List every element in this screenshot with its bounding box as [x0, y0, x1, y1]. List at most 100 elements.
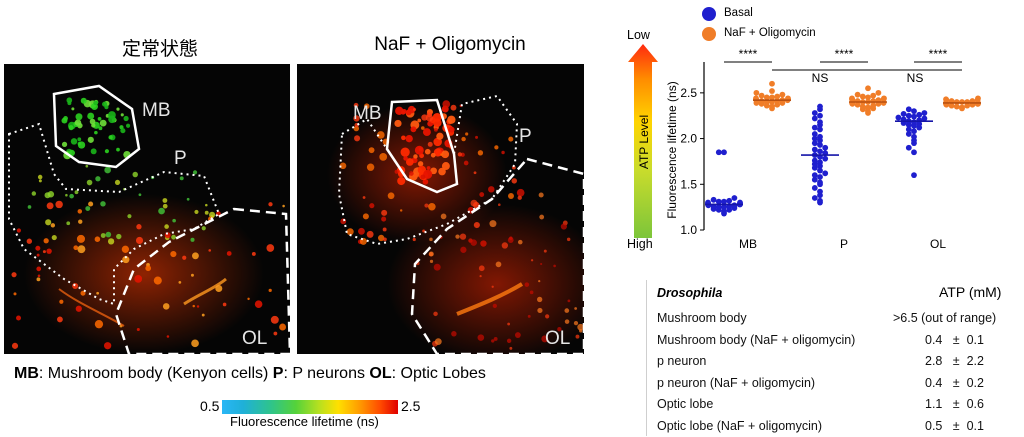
data-point	[721, 204, 727, 211]
data-point	[959, 104, 965, 111]
caption-mb-desc: : Mushroom body (Kenyon cells)	[38, 365, 273, 382]
data-point	[811, 131, 818, 137]
x-tick-label: P	[840, 237, 848, 251]
atp-scale-top-label: Low	[627, 28, 650, 42]
data-point	[916, 117, 923, 124]
table-row: p neuron (NaF + oligomycin) 0.4 ± 0.2	[647, 372, 1024, 394]
y-tick-label: 1.5	[680, 177, 697, 191]
data-point	[911, 128, 917, 135]
data-point	[753, 89, 760, 96]
data-point	[900, 110, 907, 117]
atp-scale-bottom-label: High	[627, 237, 653, 251]
region-label-p: P	[174, 148, 187, 169]
legend-label-naf: NaF + Oligomycin	[724, 27, 816, 39]
data-point	[921, 115, 928, 122]
table-cell-atp: 0.4 ± 0.2	[925, 375, 984, 390]
data-point	[865, 104, 871, 111]
data-point	[763, 94, 770, 101]
data-point	[865, 85, 871, 92]
region-label-ol-naf: OL	[545, 328, 570, 349]
x-tick-label: MB	[739, 237, 757, 251]
legend-marker-basal	[702, 7, 716, 21]
data-point	[911, 133, 917, 140]
table-cell-atp: 2.8 ± 2.2	[925, 354, 984, 368]
y-tick-label: 2.5	[680, 86, 697, 100]
table-cell-region: p neuron (NaF + oligomycin)	[657, 375, 816, 390]
data-point	[822, 155, 829, 162]
data-point	[905, 106, 912, 113]
data-point	[948, 102, 955, 109]
data-point	[731, 202, 738, 209]
y-axis-label: Fluorescence lifetime (ns)	[665, 81, 679, 218]
data-point	[769, 103, 775, 110]
table-cell-region: Mushroom body	[657, 311, 747, 325]
data-point	[811, 157, 818, 164]
data-point	[769, 94, 775, 101]
data-point	[817, 133, 823, 140]
table-cell-region: Optic lobe	[657, 397, 714, 411]
panel-title-basal: 定常状態	[121, 39, 198, 60]
table-row: Mushroom body (NaF + oligomycin) 0.4 ± 0.…	[647, 329, 1024, 351]
data-point	[953, 103, 960, 110]
data-point	[870, 102, 877, 109]
data-point	[911, 108, 917, 115]
data-point	[811, 110, 818, 116]
data-point	[817, 103, 823, 110]
table-row: Optic lobe (NaF + oligomycin) 0.5 ± 0.1	[647, 415, 1024, 437]
y-tick-label: 1.0	[680, 223, 697, 237]
data-point	[895, 114, 902, 121]
data-point	[710, 196, 717, 203]
data-point	[817, 126, 823, 133]
data-point	[905, 112, 912, 119]
region-label-mb-naf: MB	[353, 103, 382, 124]
data-point	[959, 99, 965, 105]
data-point	[911, 149, 917, 156]
data-point	[822, 170, 829, 177]
data-point	[911, 172, 917, 179]
data-point	[859, 103, 866, 110]
data-point	[811, 135, 818, 142]
significance-label: NS	[812, 71, 829, 85]
region-label-ol: OL	[242, 328, 267, 349]
data-point	[905, 126, 912, 133]
data-point	[943, 96, 949, 103]
caption-ol-abbr: OL	[369, 365, 392, 382]
data-point	[731, 195, 738, 201]
data-point	[715, 198, 722, 205]
table-cell-region: Mushroom body (NaF + oligomycin)	[657, 332, 856, 347]
data-point	[758, 92, 765, 99]
data-point	[975, 95, 981, 102]
data-point	[811, 195, 818, 201]
data-point	[817, 119, 823, 126]
data-point	[779, 91, 786, 98]
region-label-mb: MB	[142, 100, 171, 121]
data-point	[849, 95, 855, 102]
caption-ol-desc: : Optic Lobes	[391, 365, 486, 382]
data-point	[870, 98, 877, 104]
data-point	[811, 185, 818, 191]
caption-p-desc: : P neurons	[283, 365, 370, 382]
table-header-unit: ATP (mM)	[939, 284, 1002, 300]
table-cell-atp: 0.5 ± 0.1	[925, 418, 984, 433]
data-point	[911, 113, 917, 120]
data-point	[758, 98, 765, 104]
data-point	[715, 149, 722, 156]
data-point	[817, 148, 823, 155]
table-row: Optic lobe 1.1 ± 0.6	[647, 393, 1024, 415]
table-cell-atp: 1.1 ± 0.6	[925, 397, 984, 411]
data-point	[811, 146, 818, 153]
data-point	[905, 131, 912, 137]
legend: Basal NaF + Oligomycin	[700, 4, 900, 44]
figure-caption: MB: Mushroom body (Kenyon cells) P: P ne…	[14, 365, 486, 383]
caption-mb-abbr: MB	[14, 365, 39, 382]
data-point	[875, 89, 882, 96]
data-point	[881, 95, 887, 102]
data-point	[811, 140, 818, 147]
data-point	[854, 98, 861, 104]
data-point	[817, 142, 823, 148]
data-point	[817, 167, 823, 174]
data-point	[859, 93, 866, 100]
data-point	[817, 188, 823, 195]
table-cell-region: p neuron	[657, 354, 707, 368]
legend-label-basal: Basal	[724, 7, 753, 19]
